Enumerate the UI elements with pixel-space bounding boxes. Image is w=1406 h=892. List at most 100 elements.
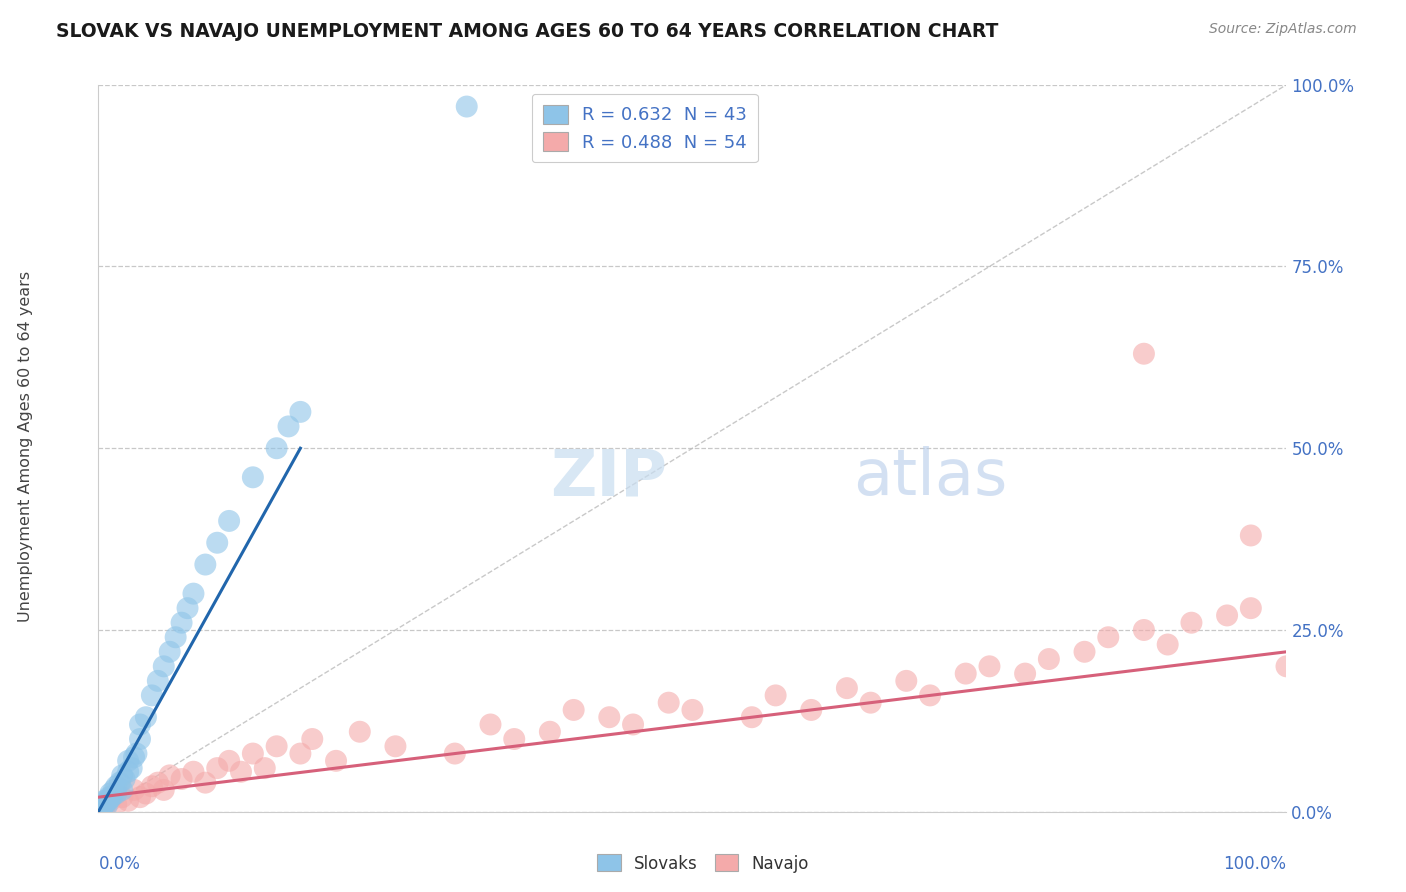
Point xyxy=(456,99,478,113)
Point xyxy=(538,724,561,739)
Point xyxy=(1240,601,1263,615)
Point xyxy=(93,794,115,808)
Point xyxy=(98,790,121,805)
Point xyxy=(658,696,681,710)
Point xyxy=(117,764,139,779)
Point xyxy=(194,558,217,572)
Point xyxy=(183,587,205,601)
Point xyxy=(105,779,128,793)
Point xyxy=(1216,608,1239,623)
Point xyxy=(682,703,704,717)
Point xyxy=(384,739,406,754)
Point xyxy=(98,787,121,801)
Point xyxy=(170,772,193,786)
Point xyxy=(621,717,644,731)
Point xyxy=(129,790,152,805)
Point xyxy=(266,442,288,455)
Point xyxy=(141,689,163,703)
Point xyxy=(835,681,858,695)
Text: Source: ZipAtlas.com: Source: ZipAtlas.com xyxy=(1209,22,1357,37)
Point xyxy=(1133,347,1156,361)
Point xyxy=(165,630,187,644)
Text: SLOVAK VS NAVAJO UNEMPLOYMENT AMONG AGES 60 TO 64 YEARS CORRELATION CHART: SLOVAK VS NAVAJO UNEMPLOYMENT AMONG AGES… xyxy=(56,22,998,41)
Point xyxy=(114,772,136,786)
Point xyxy=(90,803,112,817)
Point xyxy=(98,791,121,805)
Point xyxy=(135,710,157,724)
Point xyxy=(159,645,181,659)
Point xyxy=(218,754,240,768)
Point xyxy=(207,761,229,775)
Point xyxy=(253,761,276,775)
Point xyxy=(91,801,114,815)
Point xyxy=(93,797,115,812)
Point xyxy=(94,796,117,810)
Point xyxy=(1156,638,1178,652)
Point xyxy=(765,689,787,703)
Point xyxy=(266,739,288,754)
Point xyxy=(562,703,585,717)
Point xyxy=(598,710,620,724)
Point xyxy=(242,470,264,484)
Point xyxy=(135,787,157,801)
Text: 0.0%: 0.0% xyxy=(98,855,141,873)
Point xyxy=(1073,645,1095,659)
Point xyxy=(108,775,131,789)
Point xyxy=(176,601,198,615)
Point xyxy=(979,659,1001,673)
Point xyxy=(444,747,467,761)
Point xyxy=(1038,652,1060,666)
Point xyxy=(146,673,169,688)
Text: atlas: atlas xyxy=(853,446,1007,508)
Point xyxy=(920,689,942,703)
Legend: R = 0.632  N = 43, R = 0.488  N = 54: R = 0.632 N = 43, R = 0.488 N = 54 xyxy=(531,94,758,162)
Point xyxy=(125,747,148,761)
Point xyxy=(152,783,174,797)
Point xyxy=(111,790,134,805)
Point xyxy=(183,764,205,779)
Point xyxy=(170,615,193,630)
Point xyxy=(98,794,121,808)
Legend: Slovaks, Navajo: Slovaks, Navajo xyxy=(591,847,815,880)
Point xyxy=(1133,623,1156,637)
Point xyxy=(242,747,264,761)
Point xyxy=(101,789,124,803)
Point xyxy=(859,696,882,710)
Point xyxy=(325,754,347,768)
Point xyxy=(1097,630,1119,644)
Point xyxy=(97,794,120,808)
Point xyxy=(103,783,125,797)
Point xyxy=(117,754,139,768)
Point xyxy=(349,724,371,739)
Point xyxy=(105,797,128,812)
Point xyxy=(105,787,128,801)
Point xyxy=(503,731,526,746)
Point xyxy=(896,673,918,688)
Point xyxy=(207,535,229,549)
Point xyxy=(229,764,252,779)
Text: ZIP: ZIP xyxy=(550,446,666,508)
Point xyxy=(111,768,134,782)
Point xyxy=(111,783,134,797)
Point xyxy=(290,747,312,761)
Point xyxy=(96,798,118,813)
Point xyxy=(301,731,323,746)
Point xyxy=(955,666,977,681)
Point xyxy=(159,768,181,782)
Point xyxy=(1180,615,1202,630)
Point xyxy=(479,717,502,731)
Point xyxy=(1014,666,1036,681)
Point xyxy=(122,750,145,764)
Point xyxy=(800,703,823,717)
Point xyxy=(290,405,312,419)
Point xyxy=(152,659,174,673)
Text: Unemployment Among Ages 60 to 64 years: Unemployment Among Ages 60 to 64 years xyxy=(18,270,32,622)
Text: 100.0%: 100.0% xyxy=(1223,855,1286,873)
Point xyxy=(141,779,163,793)
Point xyxy=(1275,659,1298,673)
Point xyxy=(91,798,114,813)
Point xyxy=(122,783,145,797)
Point xyxy=(741,710,763,724)
Point xyxy=(129,731,152,746)
Point xyxy=(277,419,299,434)
